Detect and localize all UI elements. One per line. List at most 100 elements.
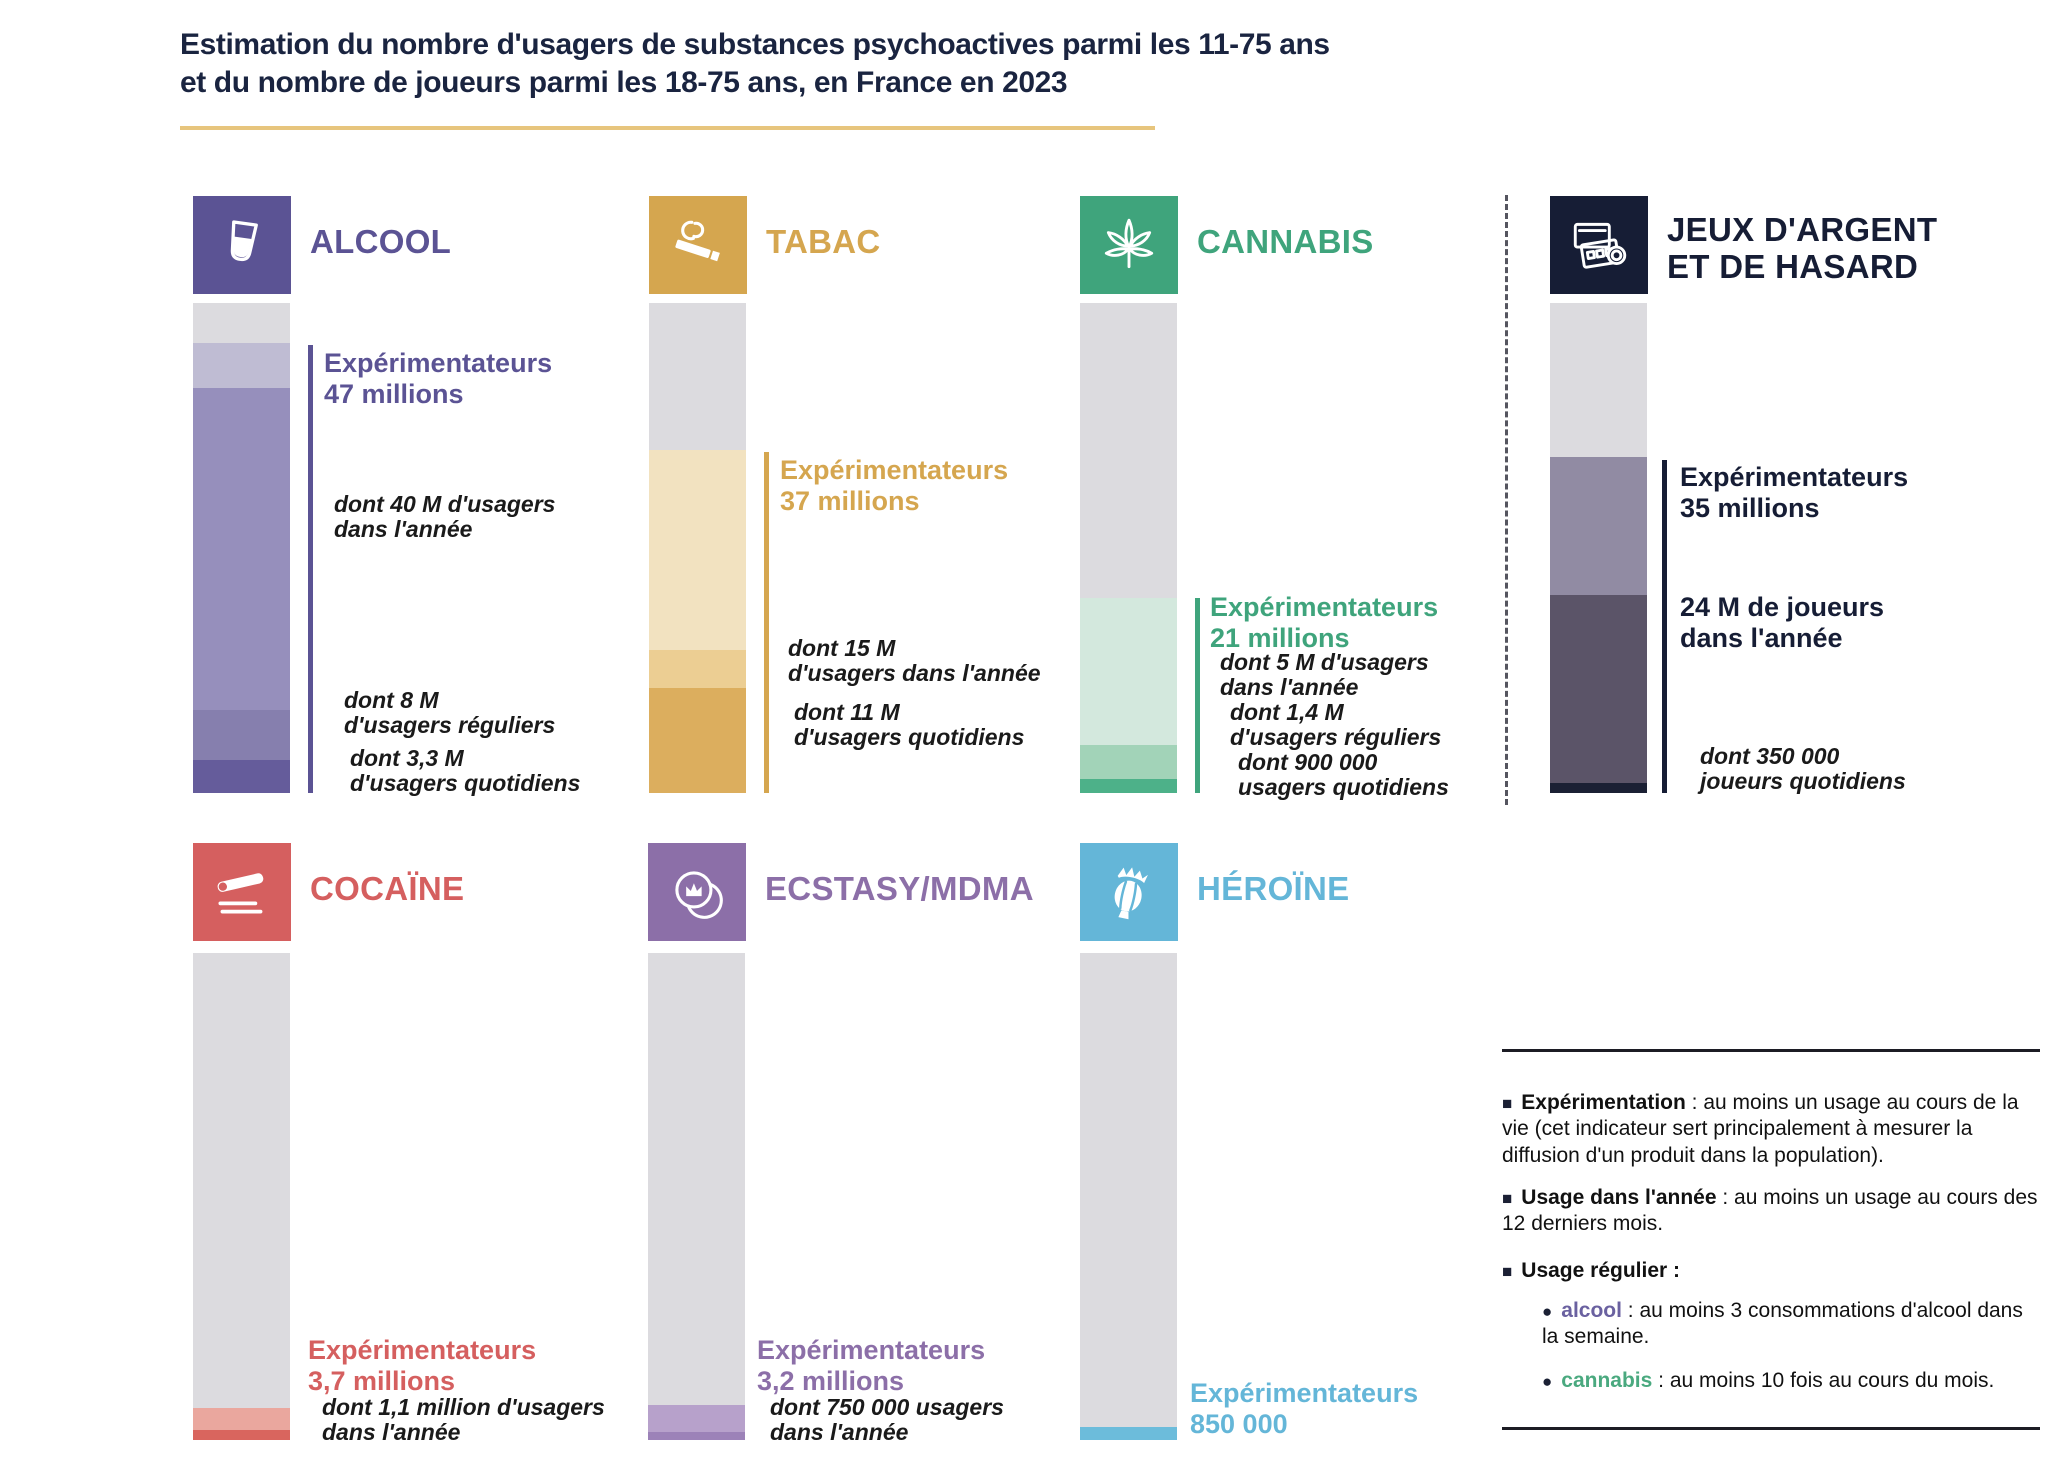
- poppy-pod-icon: [1096, 859, 1162, 925]
- jeux-annotation-headline: Expérimentateurs 35 millions: [1680, 462, 1908, 523]
- heroine-bar-segment-experimenters: [1080, 1427, 1177, 1440]
- ecstasy-annotation-text: dans l'année: [770, 1419, 909, 1446]
- substances-gambling-separator: [1505, 195, 1508, 805]
- legend-square-marker: ■: [1502, 1262, 1513, 1281]
- cannabis-annotation-text: d'usagers réguliers: [1230, 724, 1442, 751]
- alcool-icon-box: [193, 196, 291, 294]
- cannabis-bar-segment-experimenters: [1080, 598, 1177, 745]
- jeux-bar-segment-daily-players: [1550, 783, 1647, 793]
- alcool-title: ALCOOL: [310, 223, 452, 261]
- tabac-icon-box: [649, 196, 747, 294]
- alcool-title-line: ALCOOL: [310, 223, 452, 260]
- cocaine-bar-segment-experimenters: [193, 1408, 290, 1430]
- heroine-title-line: HÉROÏNE: [1197, 870, 1350, 907]
- legend-bullet-marker: ●: [1542, 1372, 1553, 1391]
- legend-item: ● cannabis : au moins 10 fois au cours du…: [1542, 1368, 2040, 1394]
- cannabis-title: CANNABIS: [1197, 223, 1374, 261]
- legend-bottom-rule: [1502, 1427, 2040, 1430]
- cocaine-annotation-text: dans l'année: [322, 1419, 461, 1446]
- legend-item: ■ Expérimentation : au moins un usage au …: [1502, 1090, 2040, 1169]
- page-title-line2: et du nombre de joueurs parmi les 18-75 …: [180, 65, 1068, 99]
- jeux-annotation-text: dont 350 000: [1700, 743, 1840, 769]
- tabac-annotation-headline: Expérimentateurs 37 millions: [780, 455, 1008, 516]
- page-title-line1: Estimation du nombre d'usagers de substa…: [180, 28, 1330, 61]
- heroine-title: HÉROÏNE: [1197, 870, 1350, 908]
- cocaine-title-line: COCAÏNE: [310, 870, 465, 907]
- legend-keyword: Usage dans l'année: [1521, 1186, 1717, 1209]
- cocaine-icon-box: [193, 843, 291, 941]
- alcool-annotation-note: dont 40 M d'usagers dans l'année: [334, 491, 556, 543]
- ecstasy-title: ECSTASY/MDMA: [765, 870, 1034, 908]
- legend-text: : au moins un usage au cours de la vie (…: [1502, 1091, 2019, 1167]
- cigarette-icon: [665, 212, 731, 278]
- legend-text: : au moins 10 fois au cours du mois.: [1652, 1369, 1995, 1392]
- jeux-annotation-text: Expérimentateurs: [1680, 462, 1909, 492]
- jeux-annotation-text: 24 M de joueurs: [1680, 592, 1885, 622]
- legend-keyword: alcool: [1561, 1299, 1622, 1322]
- ecstasy-annotation-text: 3,2 millions: [757, 1365, 905, 1396]
- alcool-annotation-text: dont 8 M: [344, 687, 439, 713]
- legend-item: ■ Usage régulier :: [1502, 1258, 2040, 1284]
- heroine-bar-segment-non-users: [1080, 953, 1177, 1427]
- jeux-connector-line: [1662, 460, 1667, 793]
- alcool-connector-line: [308, 345, 313, 793]
- tabac-annotation-text: d'usagers quotidiens: [794, 724, 1025, 751]
- jeux-bar-segment-experimenters: [1550, 457, 1647, 595]
- heroine-annotation-headline: Expérimentateurs 850 000: [1190, 1378, 1418, 1439]
- alcool-annotation-text: dans l'année: [334, 516, 473, 543]
- tabac-annotation-text: d'usagers dans l'année: [788, 660, 1041, 687]
- alcool-annotation-text: d'usagers réguliers: [344, 712, 556, 739]
- cannabis-annotation-text: usagers quotidiens: [1238, 774, 1449, 801]
- cocaine-title: COCAÏNE: [310, 870, 465, 908]
- cocaine-annotation-text: 3,7 millions: [308, 1365, 456, 1396]
- cannabis-annotation-note: dont 5 M d'usagers dans l'année: [1220, 649, 1429, 701]
- jeux-title: JEUX D'ARGENT ET DE HASARD: [1667, 211, 1938, 286]
- cannabis-connector-line: [1195, 598, 1200, 793]
- tabac-title-line: TABAC: [766, 223, 881, 260]
- cannabis-annotation-text: dont 5 M d'usagers: [1220, 649, 1429, 675]
- banknote-straw-icon: [209, 859, 275, 925]
- beer-glass-icon: [209, 212, 275, 278]
- alcool-bar-segment-regular-users: [193, 710, 290, 760]
- cocaine-annotation-text: dont 1,1 million d'usagers: [322, 1394, 605, 1420]
- legend-keyword: cannabis: [1561, 1369, 1653, 1392]
- jeux-bar-segment-past-year-players: [1550, 595, 1647, 783]
- tabac-title: TABAC: [766, 223, 881, 261]
- tabac-annotation-text: Expérimentateurs: [780, 455, 1009, 485]
- jeux-annotation-note: dont 350 000 joueurs quotidiens: [1700, 743, 1906, 795]
- legend-keyword: Usage régulier :: [1521, 1259, 1681, 1282]
- tabac-annotation-text: dont 11 M: [794, 699, 900, 725]
- jeux-icon-box: [1550, 196, 1648, 294]
- cocaine-annotation-headline: Expérimentateurs 3,7 millions: [308, 1335, 536, 1396]
- cocaine-annotation-text: Expérimentateurs: [308, 1335, 537, 1365]
- cannabis-annotation-text: dont 1,4 M: [1230, 699, 1344, 725]
- tabac-annotation-text: 37 millions: [780, 485, 920, 516]
- tabac-bar-segment-daily-users: [649, 688, 746, 793]
- ecstasy-bar-segment-non-users: [648, 953, 745, 1405]
- alcool-annotation-headline: Expérimentateurs 47 millions: [324, 348, 552, 409]
- cannabis-bar-segment-non-users: [1080, 303, 1177, 598]
- jeux-title-line: JEUX D'ARGENT: [1667, 211, 1938, 248]
- jeux-title-line: ET DE HASARD: [1667, 247, 1919, 285]
- cannabis-annotation-note: dont 900 000 usagers quotidiens: [1238, 749, 1449, 801]
- jeux-annotation-text: 35 millions: [1680, 492, 1820, 523]
- cannabis-title-line: CANNABIS: [1197, 223, 1374, 260]
- cannabis-icon-box: [1080, 196, 1178, 294]
- cannabis-bar-segment-daily-users: [1080, 779, 1177, 793]
- legend-text: : au moins 3 consommations d'alcool dans…: [1542, 1299, 2023, 1349]
- jeux-annotation-text: dans l'année: [1680, 622, 1843, 653]
- legend-keyword: Expérimentation: [1521, 1091, 1686, 1114]
- tabac-bar-segment-non-users: [649, 303, 746, 450]
- heroine-annotation-text: 850 000: [1190, 1408, 1288, 1439]
- ecstasy-annotation-note: dont 750 000 usagers dans l'année: [770, 1394, 1004, 1446]
- lottery-tickets-icon: [1566, 212, 1632, 278]
- pill-icon: [664, 859, 730, 925]
- jeux-annotation-text: joueurs quotidiens: [1700, 768, 1906, 795]
- alcool-annotation-text: dont 40 M d'usagers: [334, 491, 556, 517]
- legend-text: : au moins un usage au cours des 12 dern…: [1502, 1186, 2038, 1236]
- ecstasy-annotation-text: dont 750 000 usagers: [770, 1394, 1004, 1420]
- cannabis-annotation-text: dans l'année: [1220, 674, 1359, 701]
